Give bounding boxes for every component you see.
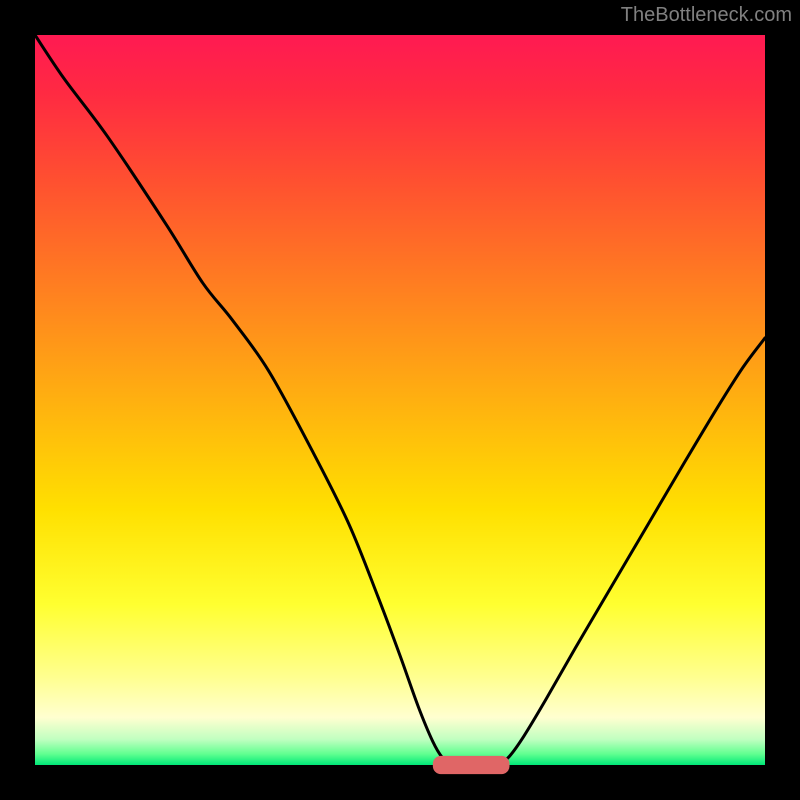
canvas: TheBottleneck.com — [0, 0, 800, 800]
watermark-text: TheBottleneck.com — [621, 4, 792, 27]
bottleneck-chart — [0, 0, 800, 800]
trough-marker — [433, 756, 510, 774]
